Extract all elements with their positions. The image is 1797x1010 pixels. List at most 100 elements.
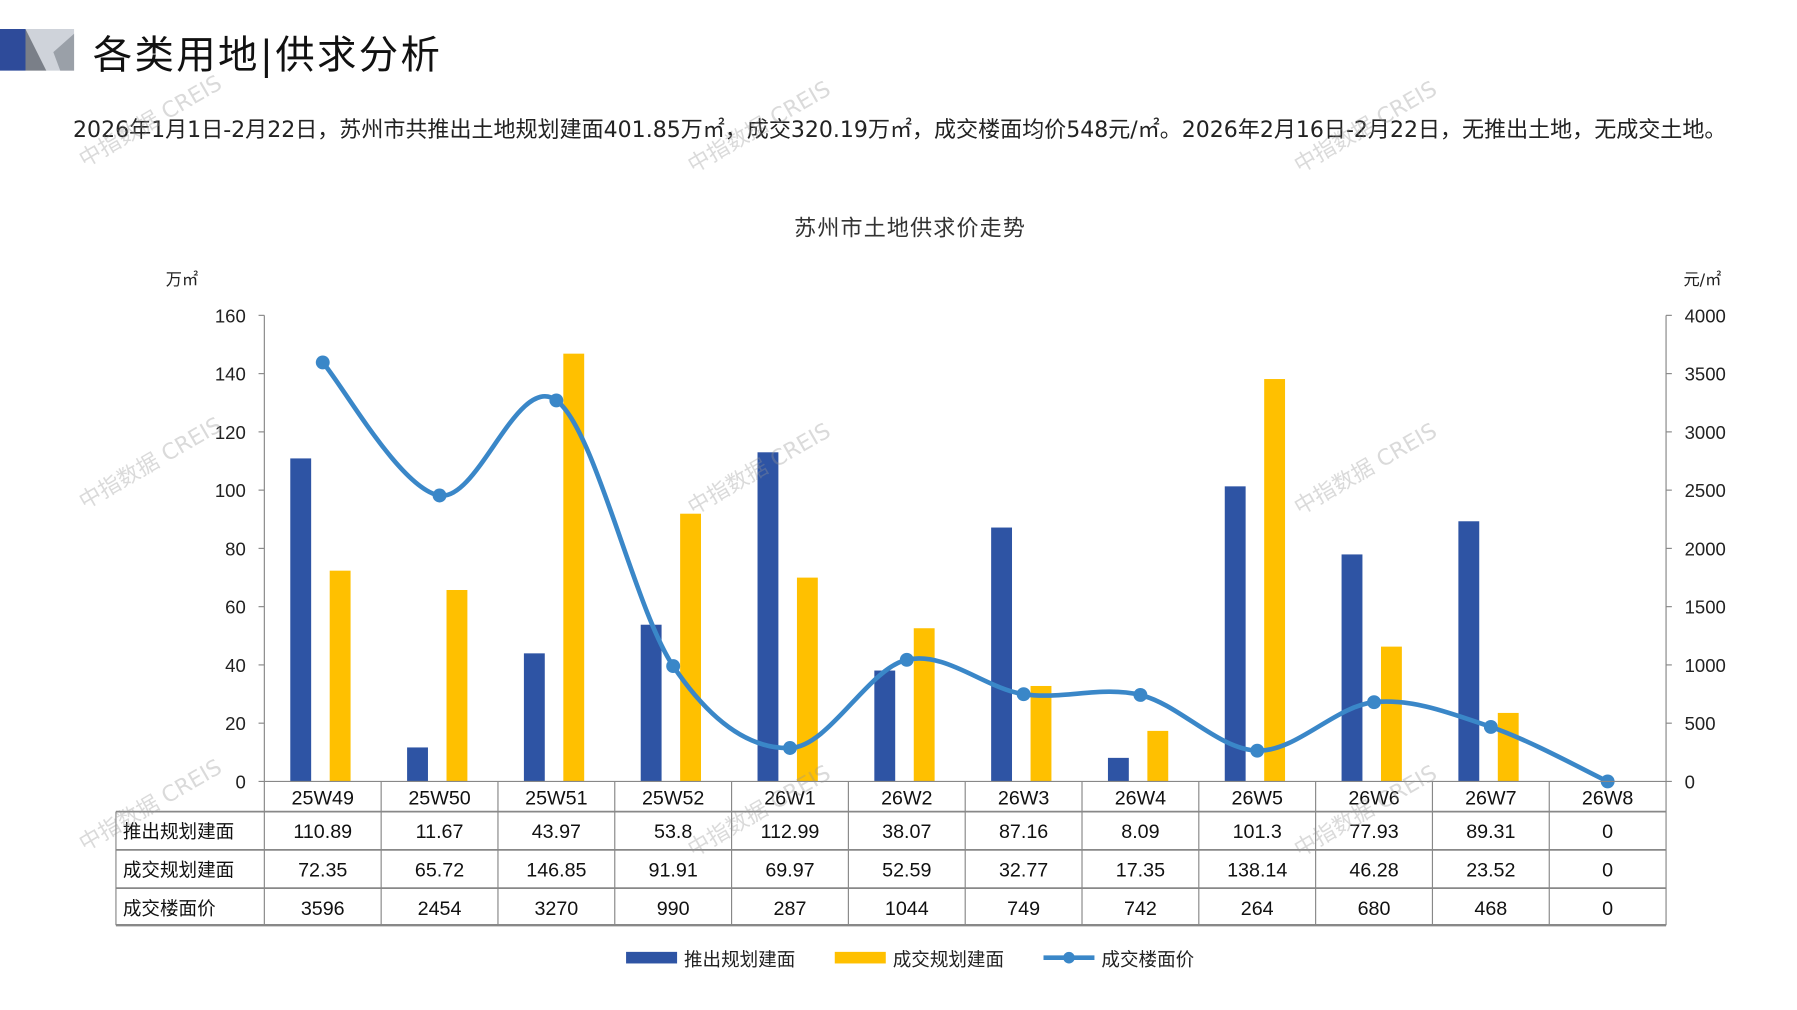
y-tick-label: 80 (225, 538, 246, 559)
legend-swatch (626, 951, 678, 964)
bar-deal (563, 353, 585, 782)
table-cell: 112.99 (761, 821, 820, 843)
y2-tick-label: 1000 (1685, 655, 1726, 676)
y2-tick-label: 3500 (1685, 364, 1726, 385)
price-point (1016, 687, 1031, 702)
table-cell: 2454 (418, 898, 462, 920)
y-tick-label: 120 (215, 422, 246, 443)
brand-logo-icon (0, 28, 75, 71)
price-point (549, 393, 564, 408)
bar-supply (1341, 554, 1363, 782)
bar-supply (874, 670, 896, 782)
y-tick-label: 40 (225, 655, 246, 676)
table-cell: 23.52 (1466, 860, 1515, 882)
table-cell: 69.97 (765, 860, 814, 882)
table-cell: 53.8 (654, 821, 692, 843)
bar-deal (1380, 646, 1402, 782)
table-cell: 0 (1602, 860, 1613, 882)
table-cell: 0 (1602, 821, 1613, 843)
y2-tick-label: 500 (1685, 713, 1716, 734)
x-tick-label: 25W50 (408, 788, 470, 810)
table-cell: 8.09 (1121, 821, 1159, 843)
legend-item-supply: 推出规划建面 (626, 944, 795, 972)
table-cell: 287 (774, 898, 807, 920)
table-row-header: 成交规划建面 (123, 861, 234, 882)
y2-axis-label: 元/㎡ (1683, 271, 1722, 290)
table-cell: 146.85 (526, 860, 586, 882)
table-cell: 138.14 (1227, 860, 1287, 882)
bar-deal (1264, 379, 1286, 782)
table-cell: 11.67 (416, 821, 464, 843)
x-tick-label: 26W6 (1348, 788, 1399, 810)
price-point (1367, 695, 1381, 710)
table-cell: 46.28 (1349, 860, 1398, 882)
y-tick-label: 160 (215, 305, 246, 326)
bar-deal (1497, 712, 1519, 782)
bar-deal (796, 577, 818, 782)
y-axis-label: 万㎡ (165, 271, 199, 290)
table-cell: 3596 (301, 898, 345, 920)
table-cell: 91.91 (649, 860, 698, 882)
table-cell: 32.77 (999, 860, 1048, 882)
bar-deal (329, 570, 351, 782)
y2-tick-label: 0 (1685, 771, 1695, 792)
page-title: 各类用地|供求分析 (92, 32, 443, 79)
x-tick-label: 26W7 (1465, 788, 1516, 810)
bar-supply (1224, 486, 1246, 782)
bar-supply (407, 747, 428, 782)
bar-supply (991, 527, 1013, 782)
legend-label: 成交规划建面 (892, 948, 1005, 971)
x-tick-label: 25W52 (642, 788, 704, 810)
y-tick-label: 20 (225, 713, 246, 734)
price-point (1133, 688, 1148, 702)
bar-supply (523, 653, 545, 782)
table-cell: 72.35 (298, 860, 347, 882)
bar-supply (640, 624, 662, 782)
table-cell: 38.07 (882, 821, 931, 843)
bar-deal (1030, 685, 1052, 782)
legend-swatch (834, 951, 886, 964)
bar-deal (446, 589, 468, 782)
table-cell: 264 (1241, 898, 1274, 920)
table-cell: 77.93 (1349, 821, 1398, 843)
x-tick-label: 26W4 (1115, 788, 1166, 810)
legend-line-icon (1043, 951, 1095, 964)
price-point (432, 488, 447, 503)
price-point (1250, 743, 1265, 758)
y-tick-label: 140 (215, 364, 246, 385)
chart-title: 苏州市土地供求价走势 (794, 215, 1027, 242)
table-cell: 0 (1602, 898, 1613, 920)
price-point (315, 355, 330, 370)
y-tick-label: 0 (235, 771, 245, 792)
table-cell: 3270 (534, 898, 578, 920)
price-point (899, 652, 914, 667)
x-tick-label: 26W1 (764, 788, 815, 810)
x-tick-label: 26W5 (1232, 788, 1283, 810)
x-tick-label: 26W8 (1582, 788, 1633, 810)
bar-supply (757, 452, 779, 782)
bar-deal (1147, 730, 1169, 782)
legend: 推出规划建面 成交规划建面 成交楼面价 (0, 944, 1797, 972)
table-cell: 65.72 (415, 860, 464, 882)
table-cell: 680 (1358, 898, 1391, 920)
legend-label: 成交楼面价 (1101, 948, 1195, 971)
y2-tick-label: 3000 (1685, 422, 1726, 443)
table-row-header: 推出规划建面 (123, 822, 234, 843)
y2-tick-label: 4000 (1685, 305, 1726, 326)
table-cell: 110.89 (293, 821, 352, 843)
x-tick-label: 26W2 (881, 788, 932, 810)
y2-tick-label: 1500 (1685, 597, 1726, 618)
price-point (1483, 719, 1498, 734)
price-point (666, 659, 681, 674)
legend-item-deal: 成交规划建面 (834, 944, 1005, 972)
bar-supply (1458, 521, 1480, 782)
price-point (783, 741, 797, 755)
table-cell: 43.97 (532, 821, 581, 843)
bar-deal (913, 628, 935, 782)
bar-supply (290, 458, 312, 782)
table-cell: 17.35 (1116, 860, 1165, 882)
y2-tick-label: 2000 (1685, 538, 1726, 559)
y-tick-label: 60 (225, 597, 246, 618)
table-cell: 52.59 (882, 860, 931, 882)
